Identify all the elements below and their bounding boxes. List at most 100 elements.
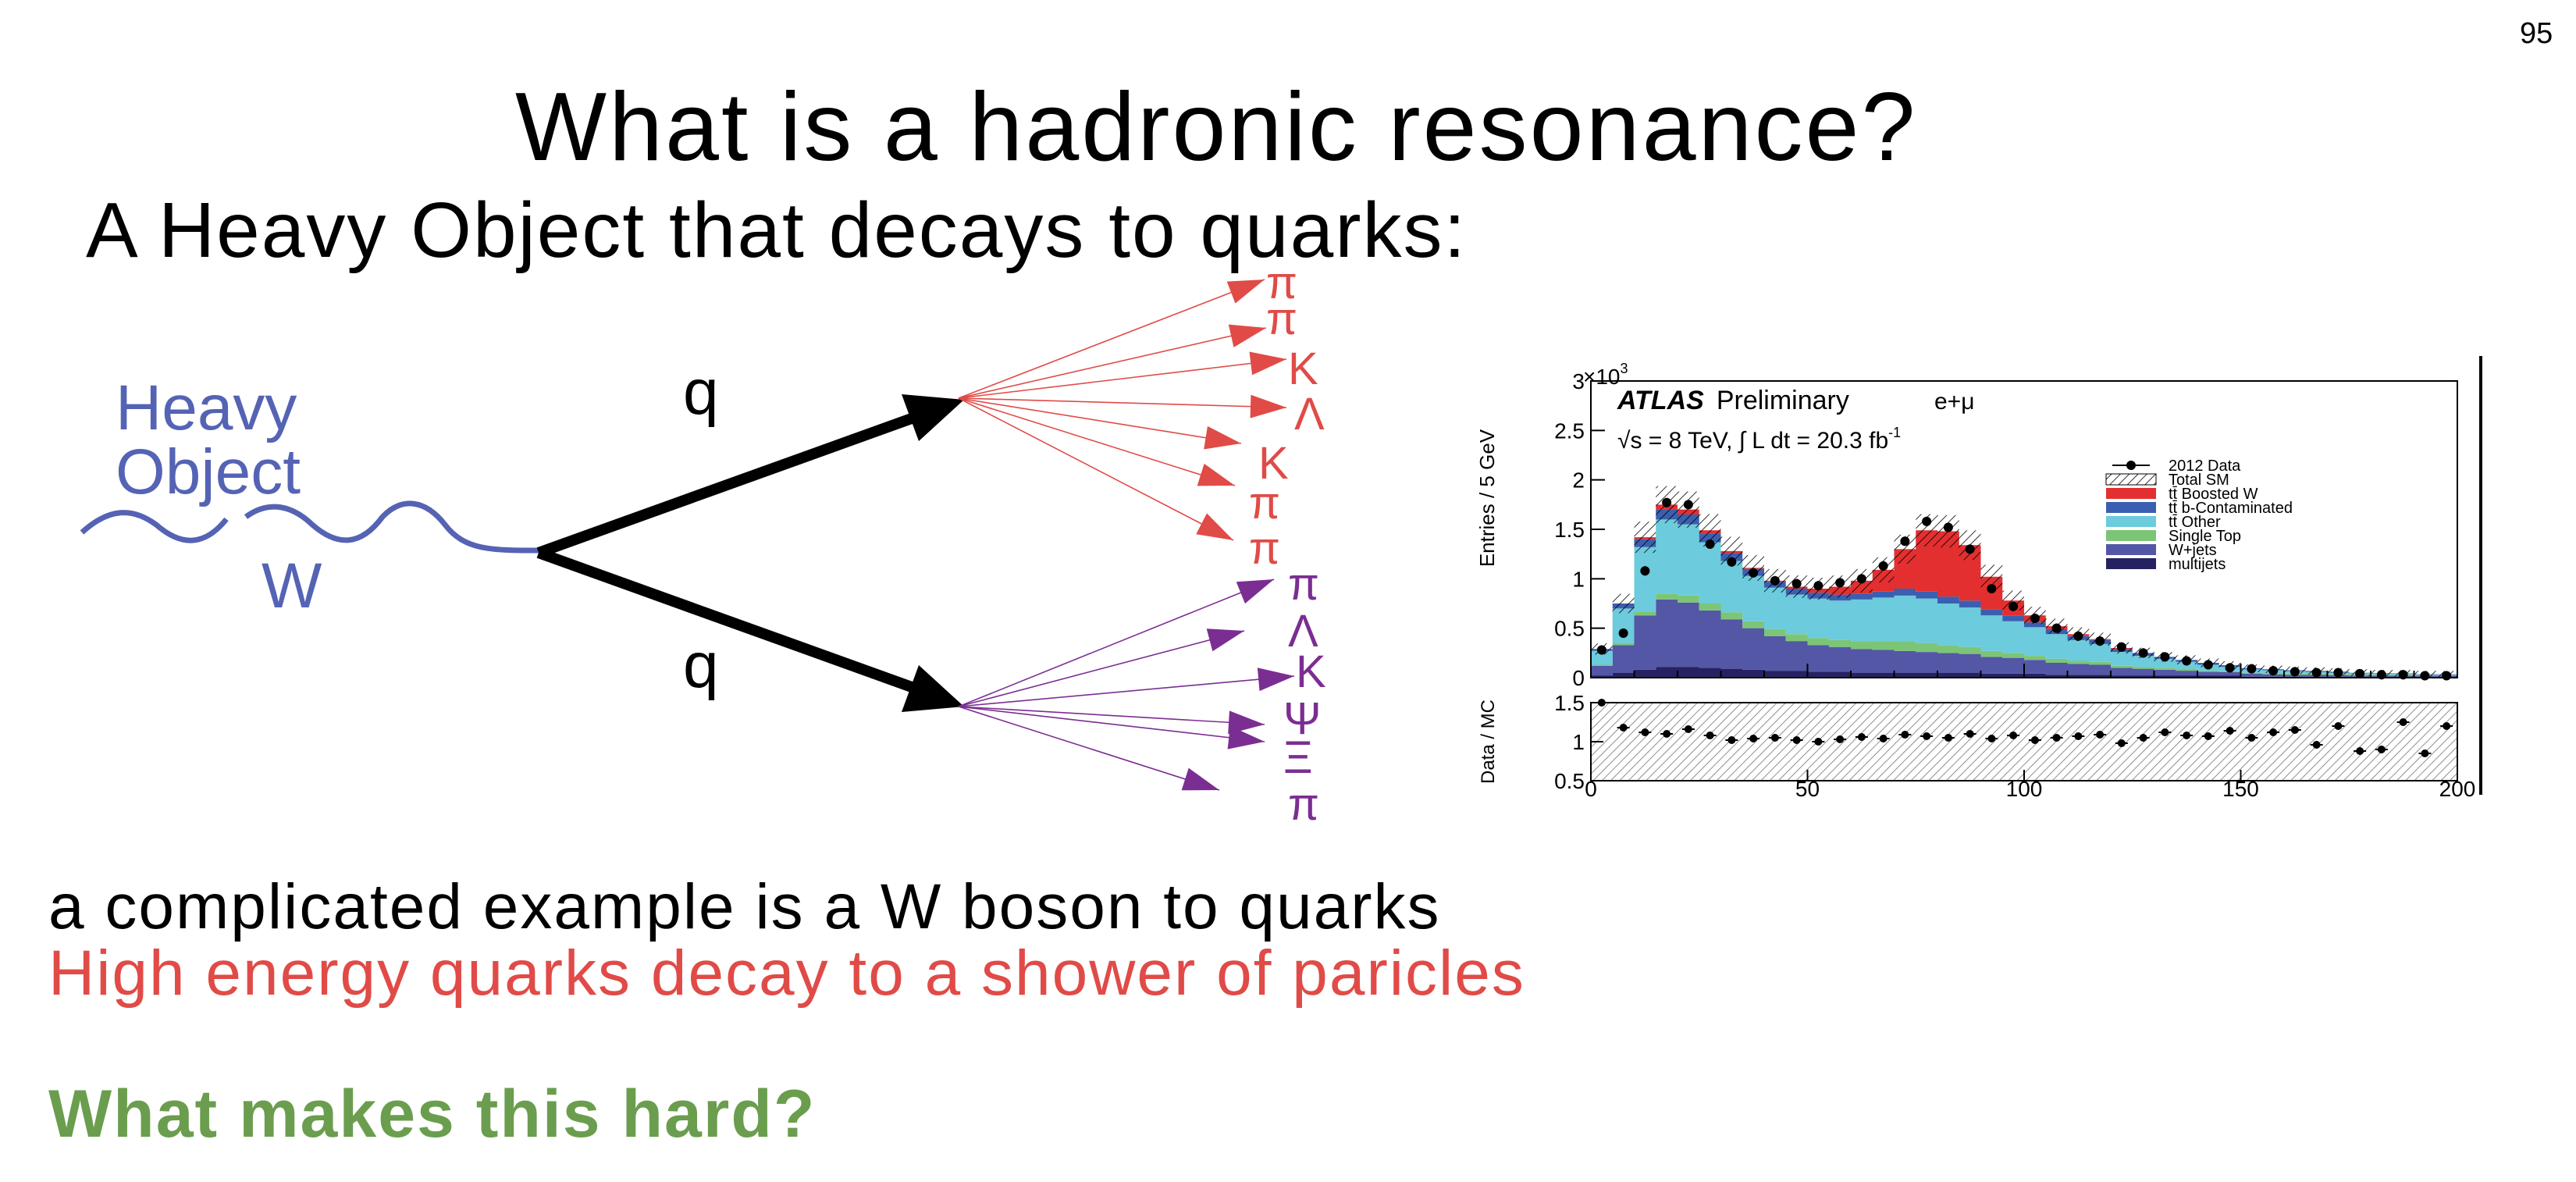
body-line-shower: High energy quarks decay to a shower of … <box>48 938 1525 1009</box>
legend-hatch-swatch <box>2105 473 2157 486</box>
upper-shower-line <box>958 397 1234 541</box>
ratio-point <box>2030 736 2039 744</box>
data-point <box>2073 631 2083 641</box>
main-ytick-label: 0.5 <box>1554 617 1585 641</box>
ratio-point <box>1879 735 1888 742</box>
ratio-point <box>2226 727 2234 735</box>
stack-single-top <box>1591 593 2457 676</box>
upper-shower-arrowhead <box>1197 463 1235 486</box>
body-line-question: What makes this hard? <box>48 1077 817 1152</box>
lower-shower-arrowhead <box>1228 710 1265 735</box>
data-point <box>1965 544 1975 554</box>
upper-particle-label: Λ <box>1294 389 1325 440</box>
y-multiplier-exp: 3 <box>1621 361 1628 376</box>
legend-label: multijets <box>2169 556 2226 573</box>
ratio-point <box>2247 734 2256 742</box>
lower-quark-arrowhead <box>902 665 964 712</box>
legend-label: Single Top <box>2169 528 2241 545</box>
uncertainty-band <box>1591 486 2457 678</box>
data-point <box>1922 516 1932 526</box>
ratio-point <box>2312 741 2321 749</box>
ratio-xtick-label: 100 <box>2006 777 2043 798</box>
lower-particle-label: K <box>1296 646 1326 697</box>
lower-particle-label: π <box>1288 779 1319 830</box>
data-point <box>2030 614 2040 623</box>
ratio-ytick-label: 1.5 <box>1554 691 1585 715</box>
data-point <box>1770 575 1780 586</box>
upper-shower-line <box>958 397 1242 444</box>
lower-shower-line <box>958 706 1220 791</box>
data-point <box>1596 645 1606 655</box>
legend-swatch <box>2106 502 2156 513</box>
main-ytick-label: 1.5 <box>1554 518 1585 542</box>
data-point <box>2160 652 2170 662</box>
data-point <box>2182 656 2192 666</box>
ratio-point <box>2161 728 2169 736</box>
lower-particle-label: Ψ <box>1283 693 1321 744</box>
lower-shower-arrowhead <box>1257 668 1294 692</box>
w-label: W <box>262 550 322 621</box>
slide-title: What is a hadronic resonance? <box>515 73 1918 181</box>
ratio-point <box>1619 724 1628 732</box>
ratio-point <box>2009 732 2018 739</box>
ratio-xtick-label: 200 <box>2439 777 2476 798</box>
data-point <box>2008 601 2019 611</box>
ratio-point <box>2204 732 2212 740</box>
ratio-point <box>1814 738 1823 746</box>
data-point <box>2333 668 2343 678</box>
data-point <box>1878 561 1888 571</box>
legend-swatch <box>2106 558 2156 569</box>
main-ylabel: Entries / 5 GeV <box>1475 429 1499 567</box>
upper-particle-label: π <box>1266 294 1297 344</box>
ratio-point <box>2139 734 2147 742</box>
upper-particle-label: K <box>1258 438 1289 489</box>
ratio-point <box>1663 730 1671 738</box>
ratio-point <box>2356 747 2364 755</box>
ratio-point <box>2269 728 2278 736</box>
ratio-point <box>2117 739 2126 747</box>
upper-shower-arrowhead <box>1196 513 1233 540</box>
main-ytick-label: 2.5 <box>1554 418 1585 443</box>
ratio-point <box>1987 735 1996 742</box>
ratio-point <box>1857 733 1866 741</box>
data-point <box>1900 536 1910 546</box>
upper-shower-arrowhead <box>1228 324 1266 347</box>
legend-data-marker <box>2126 461 2136 470</box>
ratio-point <box>2399 718 2407 726</box>
data-point <box>2355 668 2365 678</box>
lower-shower-line <box>958 706 1265 742</box>
upper-shower-line <box>958 327 1267 399</box>
data-point <box>2051 623 2062 633</box>
data-point <box>1835 578 1845 588</box>
ratio-point <box>2183 732 2191 739</box>
data-point <box>1791 579 1802 589</box>
ratio-point <box>1641 728 1649 736</box>
lower-quark-line <box>536 547 931 699</box>
energy-label: √s = 8 TeV, ∫ L dt = 20.3 fb-1 <box>1617 425 1901 454</box>
ratio-point <box>2443 722 2451 730</box>
lower-shower-line <box>958 706 1265 725</box>
legend-label: tt̄ b-Contaminated <box>2169 500 2293 517</box>
legend-label: tt̄ Boosted W <box>2169 486 2258 503</box>
legend-swatch <box>2106 544 2156 555</box>
w-boson-wave-left <box>80 510 229 543</box>
ratio-point <box>2377 746 2386 753</box>
ratio-point <box>1770 734 1779 742</box>
main-ytick-label: 3 <box>1572 369 1585 393</box>
ratio-xtick-label: 0 <box>1585 777 1597 798</box>
data-point <box>1749 568 1759 578</box>
data-point <box>2442 671 2452 681</box>
legend-label: 2012 Data <box>2169 457 2241 475</box>
upper-shower-arrowhead <box>1250 394 1286 418</box>
channel-label: e+μ <box>1934 389 1975 415</box>
atlas-label: ATLAS Preliminary <box>1617 386 1849 415</box>
upper-quark-arrowhead <box>902 394 964 441</box>
lower-shower-arrowhead <box>1206 628 1244 652</box>
legend-swatch <box>2106 516 2156 527</box>
upper-shower-line <box>958 397 1236 486</box>
ratio-point <box>1706 732 1714 739</box>
